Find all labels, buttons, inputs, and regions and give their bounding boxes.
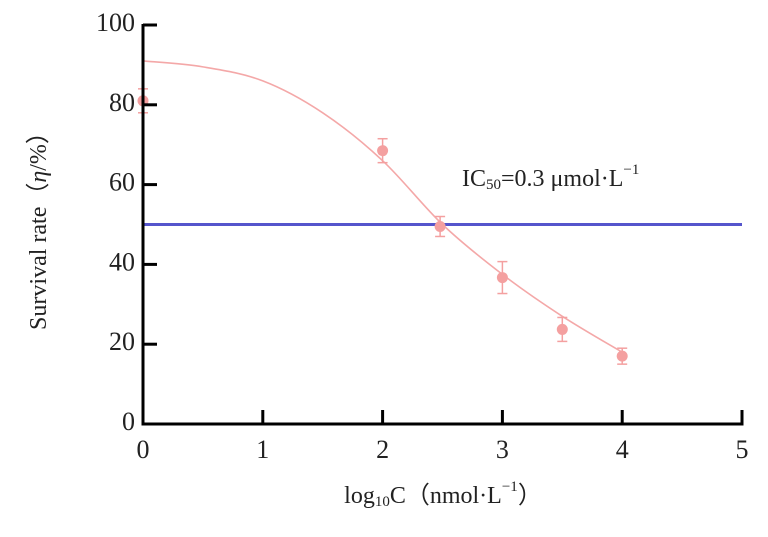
y-tick-label: 60 bbox=[109, 168, 135, 197]
annotation-text: =0.3 μmol·L bbox=[501, 166, 623, 192]
x-axis-label: log10C（nmol·L−1） bbox=[344, 479, 542, 510]
x-label-sup: −1 bbox=[502, 479, 518, 495]
y-tick-label: 80 bbox=[109, 88, 135, 117]
x-tick-label: 4 bbox=[616, 435, 629, 464]
y-label-text: Survival rate（ bbox=[26, 183, 52, 330]
y-label-text: η bbox=[26, 171, 52, 183]
y-tick-label: 0 bbox=[122, 407, 135, 436]
x-tick-label: 1 bbox=[256, 435, 269, 464]
y-axis-label: Survival rate（η/%） bbox=[26, 120, 52, 330]
data-point bbox=[434, 220, 446, 232]
data-point bbox=[556, 323, 568, 335]
y-tick-label: 40 bbox=[109, 247, 135, 276]
x-label-text: log bbox=[344, 483, 375, 509]
annotation-sub: 50 bbox=[486, 177, 501, 193]
annotation: IC50=0.3 μmol·L−1 bbox=[462, 162, 639, 193]
x-label-text: C（nmol·L bbox=[390, 483, 502, 509]
y-label-text: /%） bbox=[26, 120, 52, 171]
x-tick-label: 0 bbox=[137, 435, 150, 464]
fit-curve bbox=[142, 60, 623, 353]
x-tick-label: 5 bbox=[736, 435, 749, 464]
annotation-text: IC bbox=[462, 166, 486, 192]
x-label-text: ） bbox=[518, 483, 542, 509]
y-tick-label: 20 bbox=[109, 327, 135, 356]
annotation-sup: −1 bbox=[623, 162, 639, 178]
x-tick-label: 2 bbox=[376, 435, 389, 464]
data-point bbox=[616, 350, 628, 362]
x-tick-label: 3 bbox=[496, 435, 509, 464]
x-label-sub: 10 bbox=[375, 494, 390, 510]
data-point bbox=[377, 145, 389, 157]
y-tick-label: 100 bbox=[96, 8, 135, 37]
data-point bbox=[496, 272, 508, 284]
